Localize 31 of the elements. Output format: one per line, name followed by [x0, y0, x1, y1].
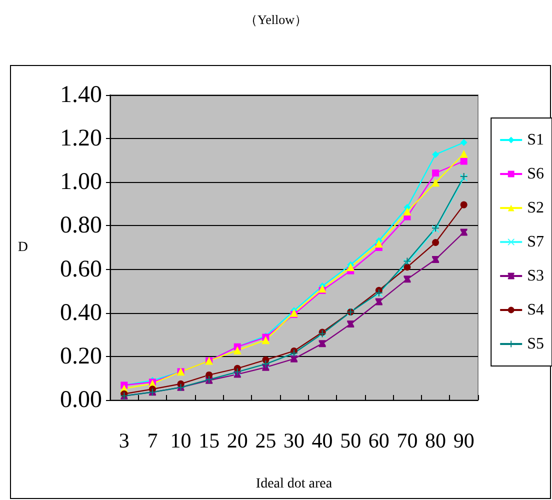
- x-tick-label: 70: [396, 428, 418, 452]
- y-tick-label: 0.80: [60, 212, 102, 239]
- x-tick-label: 30: [284, 428, 304, 452]
- legend-label: S2: [527, 200, 544, 216]
- y-tick-label: 1.40: [60, 82, 102, 108]
- x-tick-label: 25: [255, 428, 276, 452]
- y-tick-label: 1.20: [60, 126, 102, 152]
- x-tick-label: 7: [147, 428, 158, 452]
- x-tick-label: 90: [453, 428, 474, 452]
- x-tick-label: 50: [340, 428, 362, 452]
- legend-label: S4: [527, 302, 544, 318]
- x-tick-label: 3: [118, 428, 130, 452]
- y-tick-label: 0.20: [60, 343, 102, 370]
- x-axis-title: Ideal dot area: [256, 476, 333, 492]
- x-tick-label: 10: [170, 428, 192, 452]
- x-tick-label: 40: [312, 428, 333, 452]
- legend-label: S3: [527, 268, 544, 284]
- y-tick-label: 1.00: [60, 169, 102, 196]
- x-tick-label: 80: [425, 428, 446, 452]
- x-tick-label: 15: [198, 428, 220, 452]
- legend-label: S7: [527, 234, 544, 250]
- legend-label: S1: [527, 132, 544, 148]
- y-tick-label: 0.60: [60, 256, 102, 282]
- legend-label: S6: [527, 166, 544, 182]
- legend-label: S5: [527, 336, 544, 352]
- y-axis-title: D: [18, 240, 28, 255]
- chart-title: （Yellow）: [244, 12, 308, 27]
- y-tick-label: 0.40: [60, 300, 102, 326]
- y-tick-label: 0.00: [60, 387, 102, 413]
- x-tick-label: 20: [226, 428, 248, 452]
- x-tick-label: 60: [368, 428, 390, 452]
